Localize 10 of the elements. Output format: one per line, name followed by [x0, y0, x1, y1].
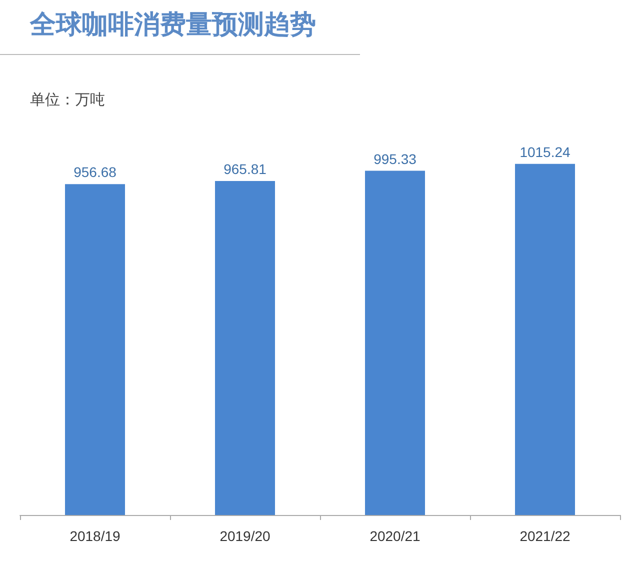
x-tick-label: 2018/19: [70, 528, 121, 544]
data-label: 956.68: [74, 164, 117, 180]
x-tick-label: 2020/21: [370, 528, 421, 544]
x-tick-label: 2021/22: [520, 528, 571, 544]
data-label: 1015.24: [520, 144, 571, 160]
chart-title: 全球咖啡消费量预测趋势: [29, 10, 316, 40]
y-axis-title: 单位：万吨: [30, 90, 105, 108]
data-label: 965.81: [224, 160, 267, 177]
data-label: 995.33: [374, 150, 417, 167]
x-tick-label: 2019/20: [220, 528, 271, 544]
